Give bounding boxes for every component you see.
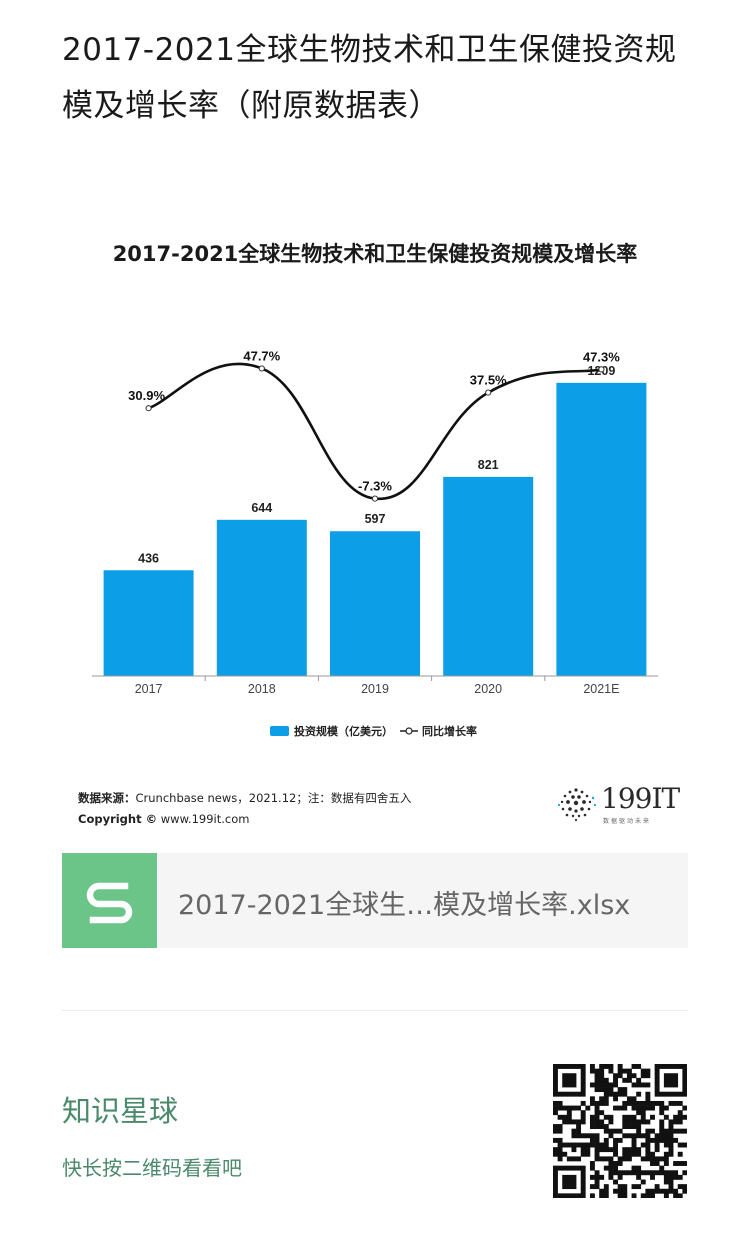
legend-line-label: 同比增长率 [422,724,477,738]
bar-2017 [103,570,194,676]
qr-code-icon[interactable] [553,1064,687,1198]
planet-title: 知识星球 [62,1094,179,1128]
brand-tagline: 数据驱动未来 [603,818,652,825]
attachment-filename[interactable]: 2017-2021全球生…模及增长率.xlsx [178,890,631,921]
divider [62,1010,688,1011]
x-tick-2021E: 2021E [583,682,619,696]
dotted-globe-logo [557,788,597,822]
planet-subtitle: 快长按二维码看看吧 [62,1156,242,1180]
copyright-label: Copyright © [78,812,158,826]
x-tick-2018: 2018 [248,682,276,696]
bars-layer: 4366445978211209 [103,364,647,676]
line-label-2020: 37.5% [470,373,507,388]
source-label: 数据来源： [78,791,136,805]
combo-chart: 2017-2021全球生物技术和卫生保健投资规模及增长率 436 644 597 82… [92,242,658,738]
line-point-2020 [485,389,492,396]
line-label-2018: 47.7% [243,348,280,363]
bar-label-2020: 821 [478,458,499,472]
bar-label-2018: 644 [251,501,272,515]
line-point-2021E [598,366,605,373]
line-label-2019: -7.3% [358,479,392,494]
bar-2018 [216,519,307,676]
bar-2021E [556,382,647,676]
line-point-2019 [371,495,379,502]
line-layer: 30.9% 47.7% -7.3% 37.5% 47.3% [128,348,620,502]
source-text: Crunchbase news，2021.12；注：数据有四舍五入 [135,791,412,805]
bar-2020 [443,476,534,676]
source-note: 数据来源：Crunchbase news，2021.12；注：数据有四舍五入 C… [78,788,411,830]
legend-line-marker [405,727,413,735]
copyright-text: www.199it.com [160,812,250,826]
x-tick-2017: 2017 [135,682,163,696]
legend: 投资规模（亿美元） 同比增长率 [270,724,477,738]
legend-bar-swatch [270,726,289,736]
post-title: 2017-2021全球生物技术和卫生保健投资规模及增长率（附原数据表） [62,32,677,124]
legend-bar-label: 投资规模（亿美元） [294,724,393,738]
bar-label-2019: 597 [365,512,386,526]
chart-card: 2017-2021全球生物技术和卫生保健投资规模及增长率 436 644 597 82… [62,225,688,835]
x-tick-2020: 2020 [474,682,502,696]
source-line: 数据来源：Crunchbase news，2021.12；注：数据有四舍五入 [78,788,411,809]
x-tick-2019: 2019 [361,682,389,696]
line-point-2018 [258,365,265,372]
line-point-2017 [145,405,152,412]
copyright-line: Copyright © www.199it.com [78,809,411,830]
line-label-2017: 30.9% [128,388,165,403]
bar-label-2017: 436 [138,551,159,565]
brand-name: 199IT [601,782,680,815]
chart-title: 2017-2021全球生物技术和卫生保健投资规模及增长率 [113,242,638,266]
attachment-card[interactable]: 2017-2021全球生…模及增长率.xlsx [62,853,688,948]
x-axis: 2017 2018 2019 2020 2021E [92,675,658,696]
bar-2019 [330,531,420,676]
line-label-2021E: 47.3% [583,349,620,364]
sheet-s-icon [62,853,157,948]
brand-logo: 199IT 数据驱动未来 [553,780,683,828]
